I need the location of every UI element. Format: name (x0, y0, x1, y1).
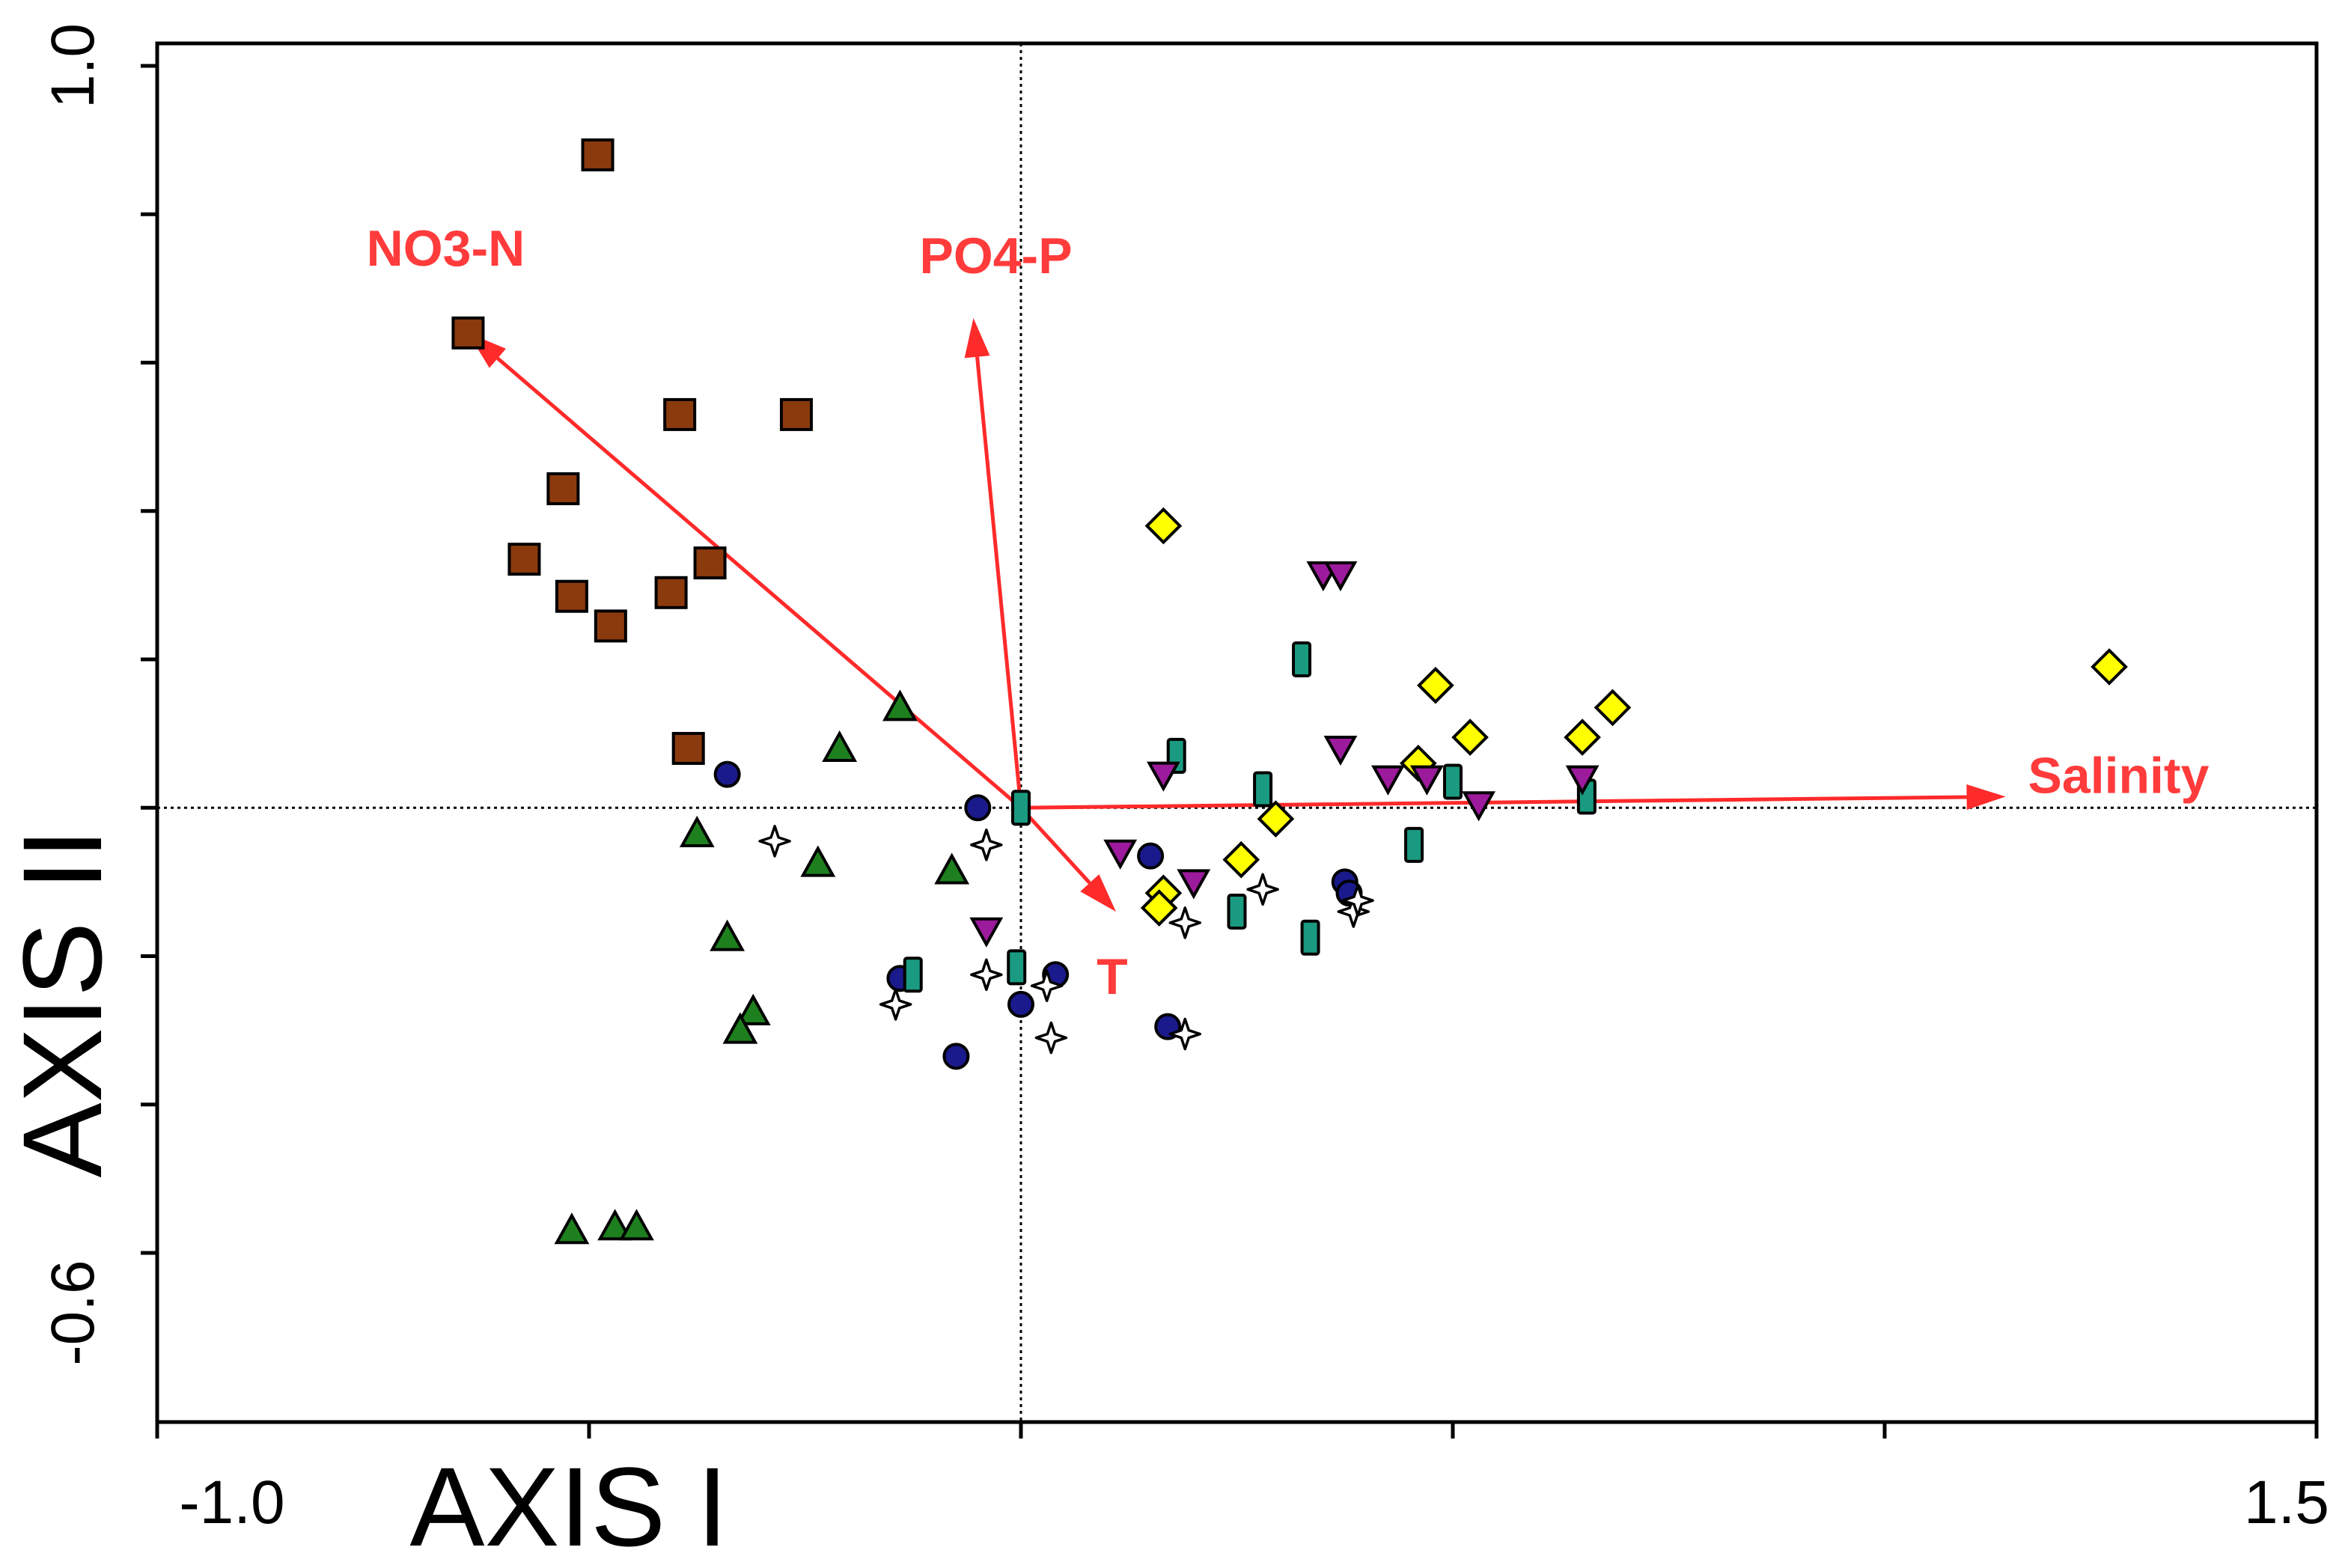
environmental-vectors: NO3-N PO4-P T Salinity (367, 220, 2210, 1005)
triangle-up-marker (722, 1012, 758, 1044)
star-marker (1030, 969, 1064, 1002)
square-marker (693, 546, 727, 580)
star-marker (970, 958, 1003, 992)
triangle-down-marker (1103, 839, 1138, 870)
diamond-marker (1594, 689, 1632, 727)
triangle-down-marker (1462, 791, 1496, 822)
bar-marker (1253, 771, 1273, 808)
star-marker (1168, 906, 1202, 939)
vector-line (975, 356, 1023, 808)
vector-arrowhead (1080, 874, 1116, 912)
y-axis-title: AXIS II (0, 829, 125, 1178)
bar-marker (1227, 894, 1247, 930)
triangle-up-marker (554, 1212, 590, 1245)
star-marker (879, 988, 912, 1021)
circle-marker (1137, 842, 1165, 870)
square-marker (594, 609, 627, 643)
vector-label: T (1097, 948, 1128, 1005)
y-tick-label-max: 1.0 (39, 23, 107, 109)
diamond-marker (1451, 719, 1489, 756)
triangle-up-marker (710, 919, 745, 951)
triangle-up-marker (800, 845, 836, 877)
square-marker (546, 472, 580, 506)
vector-arrowhead (1966, 784, 2006, 810)
square-marker (451, 316, 485, 350)
bar-marker (1443, 763, 1463, 800)
triangle-up-marker (882, 689, 918, 722)
diamond-marker (1564, 719, 1601, 756)
circle-marker (1007, 990, 1034, 1018)
circle-marker (942, 1043, 970, 1070)
star-marker (1168, 1017, 1202, 1051)
x-tick-label-min: -1.0 (179, 1468, 284, 1537)
bar-marker (1292, 641, 1312, 677)
axis-ticks (141, 64, 2319, 1439)
vector-line (496, 356, 1022, 810)
axis-labels: -1.0 1.5 1.0 -0.6 AXIS I AXIS II (0, 23, 2329, 1568)
square-marker (555, 579, 588, 613)
diamond-marker (1222, 841, 1260, 879)
vector-label: NO3-N (367, 220, 525, 277)
triangle-up-marker (934, 852, 970, 885)
triangle-up-marker (679, 815, 715, 847)
square-marker (581, 138, 615, 171)
x-axis-title: AXIS I (409, 1444, 728, 1568)
triangle-down-marker (1323, 561, 1358, 592)
vector-line (1020, 795, 1967, 810)
triangle-down-marker (1409, 765, 1444, 796)
bar-marker (1007, 949, 1027, 986)
triangle-down-marker (1147, 761, 1180, 792)
circle-marker (713, 760, 741, 788)
star-marker (1341, 884, 1374, 917)
bar-marker (1300, 919, 1320, 956)
square-marker (663, 397, 697, 431)
bar-marker (1404, 826, 1424, 863)
vector-label: PO4-P (919, 228, 1072, 284)
star-marker (758, 825, 791, 858)
triangle-down-marker (1371, 765, 1405, 796)
star-marker (1034, 1021, 1068, 1055)
circle-marker (964, 794, 992, 822)
vector-line (1019, 806, 1091, 885)
triangle-up-marker (619, 1209, 654, 1241)
triangle-down-marker (1177, 869, 1211, 900)
star-marker (970, 829, 1003, 861)
bar-marker (903, 957, 923, 993)
diamond-marker (1417, 666, 1454, 704)
diamond-marker (1144, 507, 1183, 545)
bar-marker (1011, 790, 1031, 826)
triangle-down-marker (1323, 735, 1358, 766)
plot-frame (155, 41, 2319, 1424)
diamond-marker (2091, 648, 2128, 686)
x-tick-label-max: 1.5 (2244, 1468, 2329, 1537)
triangle-up-marker (822, 730, 858, 762)
triangle-down-marker (1565, 765, 1600, 796)
triangle-up-marker (597, 1209, 633, 1241)
triangle-up-marker (735, 993, 771, 1025)
vector-label: Salinity (2028, 747, 2210, 804)
star-marker (1246, 873, 1279, 906)
diamond-marker (1257, 800, 1295, 838)
square-marker (654, 576, 688, 609)
square-marker (671, 731, 705, 765)
square-marker (779, 397, 813, 431)
square-marker (507, 543, 541, 576)
sample-points (451, 138, 2128, 1245)
reference-lines (157, 43, 2317, 1422)
y-tick-label-min: -0.6 (39, 1260, 107, 1365)
vector-arrowhead (964, 318, 990, 359)
triangle-down-marker (969, 917, 1004, 948)
diamond-marker (1140, 889, 1178, 927)
